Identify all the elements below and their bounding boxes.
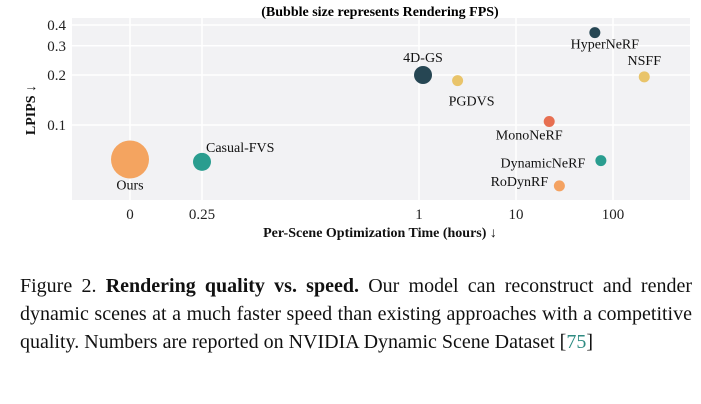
citation-ref[interactable]: 75 <box>566 331 587 353</box>
x-tick-label: 1 <box>415 207 423 223</box>
label-mononerf: MonoNeRF <box>496 128 563 143</box>
figure-caption: Figure 2. Rendering quality vs. speed. O… <box>20 272 692 356</box>
caption-title: Rendering quality vs. speed. <box>105 275 359 297</box>
point-nsff <box>638 71 650 83</box>
point-mononerf <box>543 115 555 127</box>
point-casual-fvs <box>193 152 211 171</box>
label-dynamicnerf: DynamicNeRF <box>500 157 585 172</box>
point-rodynrf <box>553 180 565 192</box>
label-ours: Ours <box>116 178 143 193</box>
label-nsff: NSFF <box>628 54 662 69</box>
chart-subtitle: (Bubble size represents Rendering FPS) <box>261 5 499 20</box>
data-points <box>111 27 650 192</box>
x-tick-label: 10 <box>509 207 524 223</box>
grid <box>72 18 690 200</box>
x-tick-label: 0.25 <box>189 207 215 223</box>
x-axis-label: Per-Scene Optimization Time (hours) ↓ <box>263 226 497 241</box>
x-tick-label: 100 <box>602 207 625 223</box>
caption-text: Our model can reconstruct and render dyn… <box>20 275 693 353</box>
plot-area <box>72 18 690 200</box>
y-tick-label: 0.1 <box>47 118 66 134</box>
caption-text-end: ] <box>586 331 593 353</box>
label-hypernerf: HyperNeRF <box>571 38 640 53</box>
label-pgdvs: PGDVS <box>449 95 495 110</box>
y-axis-label: LPIPS ↓ <box>24 85 39 135</box>
label-rodynrf: RoDynRF <box>491 175 549 190</box>
point-dynamicnerf <box>595 155 607 167</box>
y-tick-label: 0.2 <box>47 68 66 84</box>
x-tick-label: 0 <box>126 207 134 223</box>
tick-labels: 0 0.25 1 10 100 0.1 0.2 0.3 0.4 <box>47 18 624 223</box>
y-tick-label: 0.3 <box>47 39 66 55</box>
label-casual-fvs: Casual-FVS <box>206 141 274 156</box>
chart: 0 0.25 1 10 100 0.1 0.2 0.3 0.4 Ours Casual-FVS 4D… <box>24 5 690 241</box>
point-ours <box>111 140 149 179</box>
point-4d-gs <box>414 66 433 84</box>
y-tick-label: 0.4 <box>47 18 66 34</box>
point-hypernerf <box>589 27 601 39</box>
figure-label: Figure 2. <box>20 275 97 297</box>
point-pgdvs <box>452 75 464 87</box>
label-4d-gs: 4D-GS <box>403 51 443 66</box>
